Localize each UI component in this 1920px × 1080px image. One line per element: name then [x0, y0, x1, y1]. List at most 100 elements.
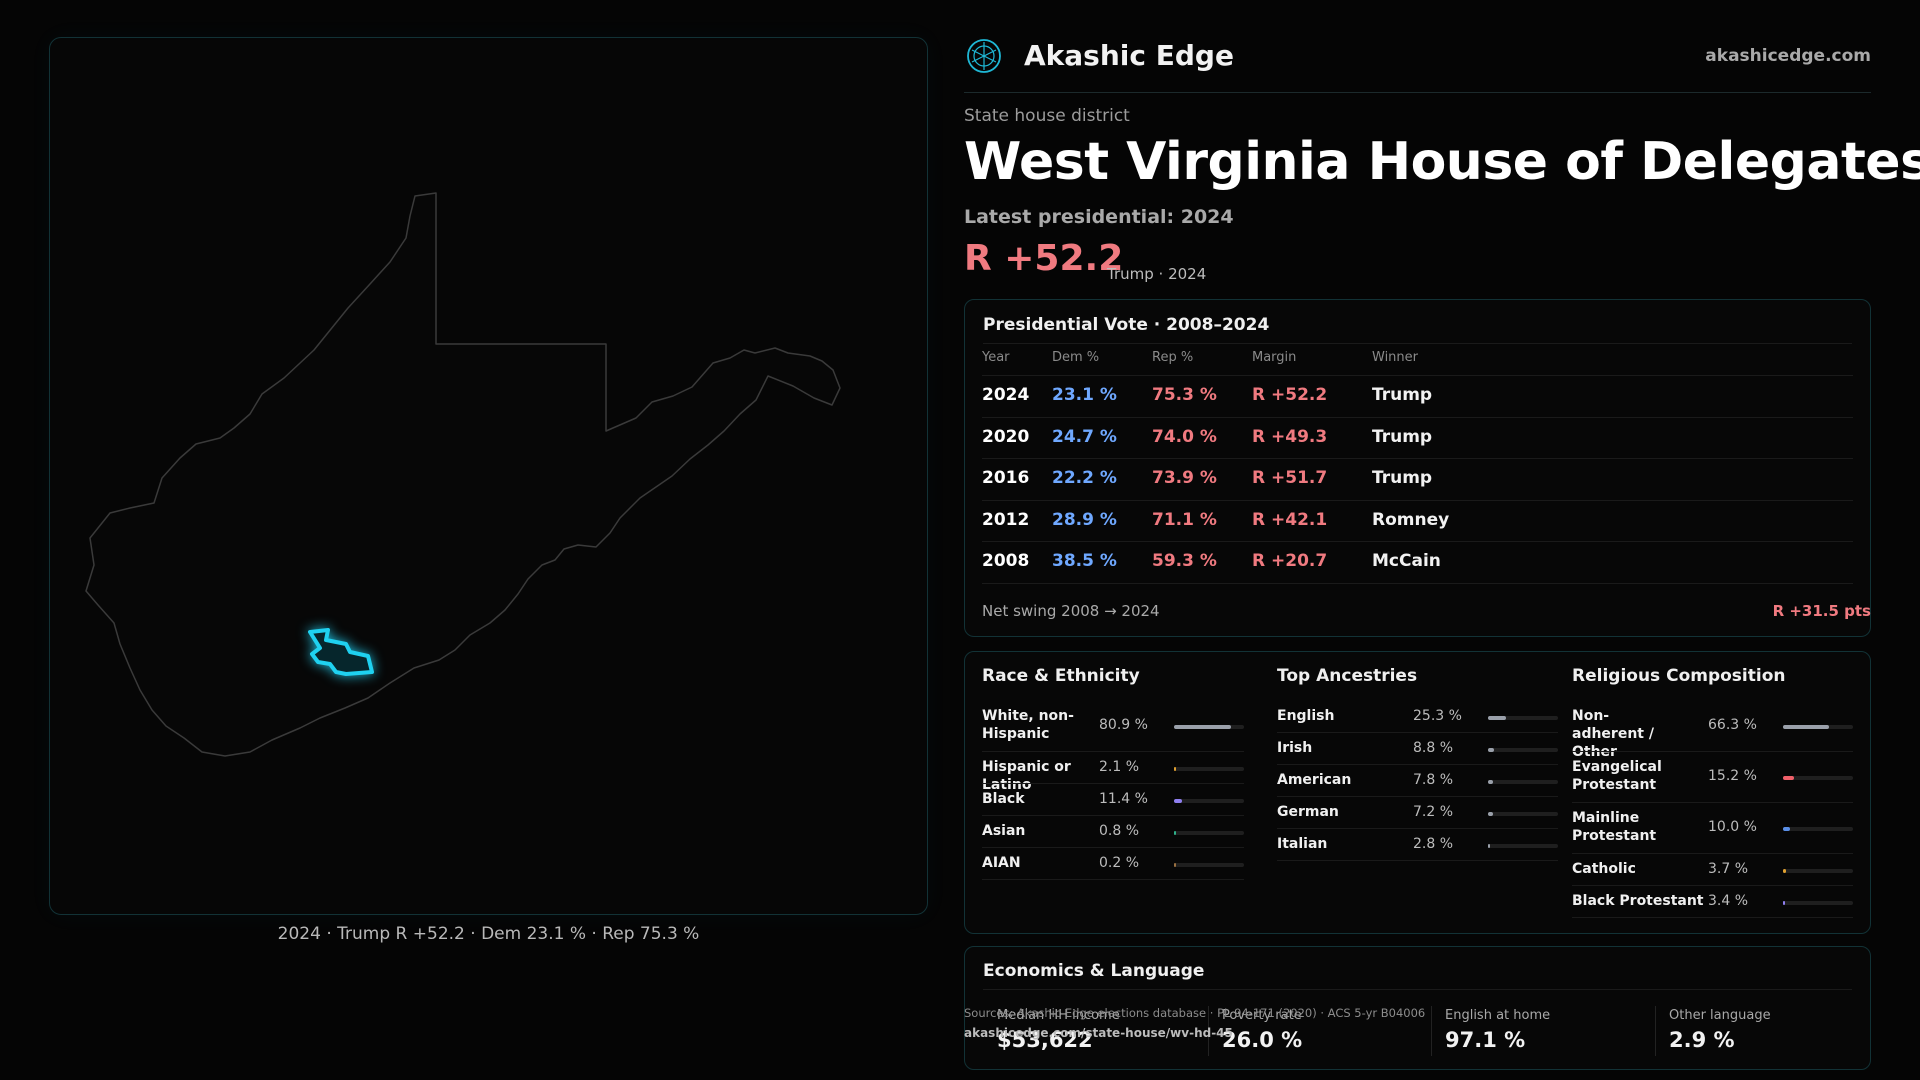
race-item-value: 0.8 %	[1099, 823, 1140, 839]
divider	[982, 879, 1244, 880]
ancestry-bar-fill	[1488, 812, 1494, 816]
cell-year: 2020	[982, 426, 1030, 447]
table-row[interactable]: 2024 23.1 % 75.3 % R +52.2 Trump	[964, 375, 1871, 416]
table-row[interactable]: 2016 22.2 % 73.9 % R +51.7 Trump	[964, 458, 1871, 499]
header-rep: Rep %	[1152, 350, 1194, 365]
religion-item-label: Non-adherent / Other	[1572, 708, 1654, 760]
divider	[1655, 1006, 1656, 1056]
cell-year: 2008	[982, 551, 1030, 572]
ancestry-bar-fill	[1488, 716, 1506, 720]
ancestry-item-value: 8.8 %	[1413, 740, 1454, 756]
state-map[interactable]	[50, 38, 929, 916]
district-details: Akashic Edge akashicedge.com State house…	[964, 0, 1920, 1080]
ancestry-item[interactable]: German 7.2 %	[1277, 803, 1558, 835]
religion-bar-track	[1783, 725, 1853, 729]
brand-header: Akashic Edge akashicedge.com	[964, 36, 1871, 93]
religion-item[interactable]: Evangelical Protestant 15.2 %	[1572, 758, 1853, 809]
divider	[982, 783, 1244, 784]
divider	[982, 847, 1244, 848]
cell-rep: 75.3 %	[1152, 385, 1217, 405]
cell-dem: 38.5 %	[1052, 551, 1117, 572]
ancestry-item[interactable]: Italian 2.8 %	[1277, 835, 1558, 867]
cell-rep: 71.1 %	[1152, 509, 1217, 530]
divider	[1277, 764, 1558, 765]
latest-presidential-label: Latest presidential: 2024	[964, 206, 1234, 228]
race-bar-fill	[1174, 799, 1182, 803]
race-bar-track	[1174, 799, 1244, 803]
ancestry-bar-track	[1488, 844, 1558, 848]
religion-item[interactable]: Black Protestant 3.4 %	[1572, 892, 1853, 924]
table-row[interactable]: 2008 38.5 % 59.3 % R +20.7 McCain	[964, 541, 1871, 582]
race-item[interactable]: Asian 0.8 %	[982, 822, 1244, 854]
divider	[1572, 917, 1853, 918]
cell-dem: 24.7 %	[1052, 426, 1117, 447]
map-caption: 2024 · Trump R +52.2 · Dem 23.1 % · Rep …	[277, 924, 700, 944]
econ-item-value: 97.1 %	[1445, 1028, 1526, 1052]
divider	[1277, 732, 1558, 733]
divider	[982, 815, 1244, 816]
table-row[interactable]: 2020 24.7 % 74.0 % R +49.3 Trump	[964, 417, 1871, 458]
race-item-value: 11.4 %	[1099, 791, 1148, 807]
map-panel[interactable]	[49, 37, 928, 915]
race-item[interactable]: AIAN 0.2 %	[982, 854, 1244, 886]
ancestry-item[interactable]: Irish 8.8 %	[1277, 739, 1558, 771]
race-bar-track	[1174, 863, 1244, 867]
district-type: State house district	[964, 106, 1130, 126]
divider	[1572, 885, 1853, 886]
divider	[1277, 796, 1558, 797]
divider	[982, 541, 1853, 543]
religion-item[interactable]: Non-adherent / Other 66.3 %	[1572, 707, 1853, 760]
source-url-link[interactable]: akashicedge.com/state-house/wv-hd-45	[964, 1026, 1233, 1040]
divider	[982, 583, 1853, 584]
divider	[982, 458, 1853, 460]
ancestry-item[interactable]: American 7.8 %	[1277, 771, 1558, 803]
race-item[interactable]: Black 11.4 %	[982, 790, 1244, 822]
header-dem: Dem %	[1052, 350, 1100, 365]
brand-name[interactable]: Akashic Edge	[1024, 39, 1234, 72]
header-winner: Winner	[1372, 350, 1419, 365]
race-item[interactable]: Hispanic or Latino 2.1 %	[982, 758, 1244, 793]
akashic-globe-icon[interactable]	[966, 38, 1002, 74]
demographics-card	[964, 651, 1871, 934]
net-swing-value: R +31.5 pts	[1772, 602, 1871, 620]
religion-item-label: Mainline Protestant	[1572, 810, 1657, 844]
race-item-label: AIAN	[982, 855, 1021, 871]
ancestry-item-label: Irish	[1277, 740, 1313, 756]
cell-rep: 73.9 %	[1152, 468, 1217, 489]
religion-bar-track	[1783, 776, 1853, 780]
race-title: Race & Ethnicity	[982, 666, 1140, 686]
sources-note: Sources: Akashic Edge elections database…	[964, 1006, 1426, 1020]
cell-winner: Romney	[1372, 509, 1450, 530]
economics-title: Economics & Language	[983, 961, 1205, 981]
religion-item-value: 3.4 %	[1708, 893, 1749, 909]
race-item-label: Black	[982, 791, 1025, 807]
ancestry-title: Top Ancestries	[1277, 666, 1418, 686]
religion-title: Religious Composition	[1572, 666, 1786, 686]
economics-card: Economics & Language	[964, 946, 1871, 1070]
presidential-vote-card: Presidential Vote · 2008–2024	[964, 299, 1871, 637]
ancestry-bar-fill	[1488, 844, 1490, 848]
ancestry-bar-track	[1488, 748, 1558, 752]
race-item[interactable]: White, non-Hispanic 80.9 %	[982, 707, 1244, 758]
cell-winner: McCain	[1372, 551, 1441, 572]
religion-bar-fill	[1783, 776, 1794, 780]
religion-item-value: 10.0 %	[1708, 819, 1757, 835]
ancestry-item-value: 7.8 %	[1413, 772, 1454, 788]
race-item-value: 0.2 %	[1099, 855, 1140, 871]
ancestry-item[interactable]: English 25.3 %	[1277, 707, 1558, 739]
ancestry-bar-track	[1488, 716, 1558, 720]
religion-item[interactable]: Catholic 3.7 %	[1572, 860, 1853, 892]
divider	[983, 343, 1852, 344]
table-row[interactable]: 2012 28.9 % 71.1 % R +42.1 Romney	[964, 500, 1871, 541]
district-45-highlight[interactable]	[308, 628, 374, 676]
state-outline	[85, 192, 841, 757]
religion-bar-fill	[1783, 869, 1786, 873]
religion-bar-track	[1783, 869, 1853, 873]
religion-item[interactable]: Mainline Protestant 10.0 %	[1572, 809, 1853, 860]
race-bar-track	[1174, 831, 1244, 835]
race-bar-fill	[1174, 863, 1176, 867]
page-title: West Virginia House of Delegates Distric…	[964, 132, 1920, 192]
brand-url-link[interactable]: akashicedge.com	[1705, 46, 1871, 66]
race-item-label: Hispanic or Latino	[982, 759, 1071, 793]
ancestry-item-value: 7.2 %	[1413, 804, 1454, 820]
